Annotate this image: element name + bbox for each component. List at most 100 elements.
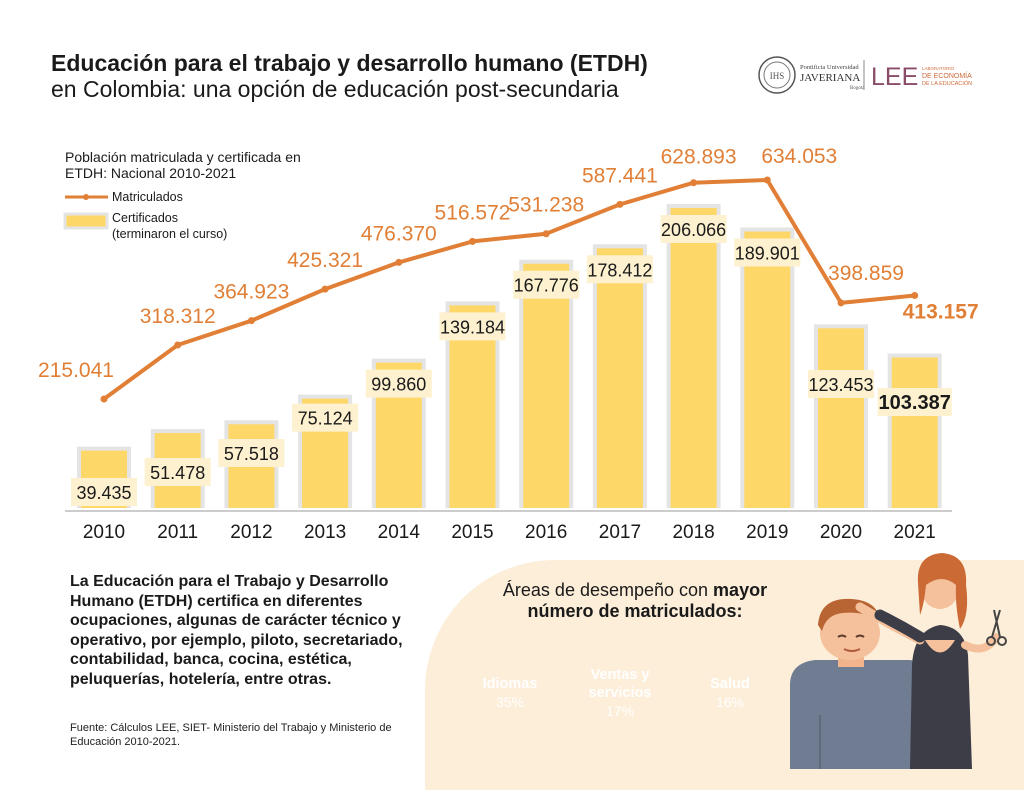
legend-bar-swatch [63,212,109,230]
bar-label-box [144,458,211,486]
bar-value-label: 189.901 [735,244,800,264]
line-point-2011 [174,341,182,349]
area-percent: 16% [715,694,745,710]
bar-label-box [71,478,137,506]
bar-label-box [734,238,801,267]
area-circle-salud: Salud 16% [680,643,780,743]
bar-label-box [365,369,432,398]
line-point-2012 [247,317,255,325]
logos: IHS Pontificia Universidad JAVERIANA Bog… [758,56,972,94]
lee-line-1: LABORATORIO [922,66,955,71]
area-circle-idiomas: Idiomas 35% [460,643,560,743]
bar-value-label: 167.776 [514,276,579,296]
bars-group: 39.435 51.478 57.518 75.124 99.860 139.184 167… [71,204,952,508]
x-tick-label: 2016 [525,522,567,543]
bar-value-label: 178.412 [587,260,652,280]
lee-line-2: DE ECONOMÍA [922,71,972,80]
x-tick-label: 2014 [378,522,421,543]
line-value-label: 318.312 [140,305,216,328]
x-tick-label: 2017 [599,522,641,543]
bar-value-label: 39.435 [76,483,131,503]
bar-label-box [586,255,653,284]
line-value-label: 634.053 [761,145,837,168]
line-point-2010 [100,395,108,403]
javeriana-seal-icon: IHS [758,56,796,94]
bar-label-box [808,370,874,398]
bar-value-label: 57.518 [224,444,279,464]
x-tick-label: 2019 [746,522,788,543]
hairdresser-illustration [790,553,1007,769]
area-percent: 17% [605,703,635,719]
x-tick-label: 2012 [230,522,272,543]
title-line-2: en Colombia: una opción de educación pos… [51,76,619,102]
lee-logo-text: LEE [871,63,918,91]
bar-label-box [292,403,359,432]
client-face [820,606,880,660]
areas-title-bold-1: mayor [713,580,768,600]
area-percent: 35% [495,694,525,710]
university-line-1: Pontificia Universidad [800,64,859,71]
bar-label-box [218,439,285,467]
stylist-hair [917,553,968,629]
line-value-label: 413.157 [903,300,979,323]
line-value-label: 364.923 [213,281,289,304]
line-point-2019 [763,176,771,184]
line-point-2015 [469,237,476,245]
line-point-2016 [542,230,550,238]
x-tick-label: 2018 [672,522,714,543]
line-value-label: 476.370 [361,222,437,245]
bar-2017 [596,248,643,508]
area-circle-ventas: Ventas y servicios 17% [570,643,670,743]
area-label-2: servicios [588,685,652,701]
x-ticks-group: 2010 2011 2012 2013 2014 2015 2016 2017 2018 2019… [83,522,936,543]
bar-value-label: 75.124 [298,409,353,429]
bar-2020 [818,328,864,508]
bar-label-box [877,388,952,416]
line-value-label: 398.859 [828,262,904,285]
bar-2018 [670,208,717,508]
line-value-label: 531.238 [508,194,584,217]
line-value-label: 215.041 [38,359,114,382]
chart-title-line-1: Población matriculada y certificada en [65,149,301,165]
bar-2021 [891,357,938,508]
line-point-2014 [395,258,403,266]
x-tick-label: 2010 [83,522,125,543]
x-tick-label: 2021 [894,522,936,543]
description-text: La Educación para el Trabajo y Desarroll… [70,573,403,688]
area-label: Ventas y [590,667,650,683]
bar-value-label: 103.387 [879,392,951,414]
source-note: Fuente: Cálculos LEE, SIET- Ministerio d… [70,722,392,748]
line-point-2017 [616,200,624,208]
bar-value-label: 139.184 [440,317,505,337]
x-tick-label: 2011 [157,522,198,543]
svg-text:IHS: IHS [770,71,785,81]
bar-label-box [660,215,727,243]
bar-value-label: 51.478 [150,463,205,483]
bar-2019 [744,231,791,508]
areas-title-bold-2: número de matriculados: [527,601,743,621]
bar-value-label: 99.860 [371,375,426,395]
legend-label-matriculados: Matriculados [112,190,183,204]
page-title: Educación para el trabajo y desarrollo h… [51,50,648,102]
area-label: Salud [710,676,750,692]
line-matriculados [102,178,915,401]
line-point-2021 [911,291,919,299]
area-label: Idiomas [482,676,538,692]
x-tick-label: 2020 [820,522,862,543]
lee-line-3: DE LA EDUCACIÓN [922,80,972,87]
bar-value-label: 206.066 [661,220,726,240]
bar-value-label: 123.453 [808,375,873,395]
chart-title-line-2: ETDH: Nacional 2010-2021 [65,165,236,181]
stylist-apron [910,625,972,769]
bar-2016 [523,263,570,508]
title-line-1: Educación para el trabajo y desarrollo h… [51,50,648,76]
chart: Población matriculada y certificada en E… [38,145,979,543]
line-point-2013 [321,285,329,293]
bar-label-box [513,270,580,299]
areas-title-normal: Áreas de desempeño con [502,580,714,600]
bar-label-box [439,312,506,341]
barber-cape [790,660,945,769]
line-value-label: 516.572 [435,201,511,224]
legend-label-certificados-1: Certificados [112,211,178,225]
